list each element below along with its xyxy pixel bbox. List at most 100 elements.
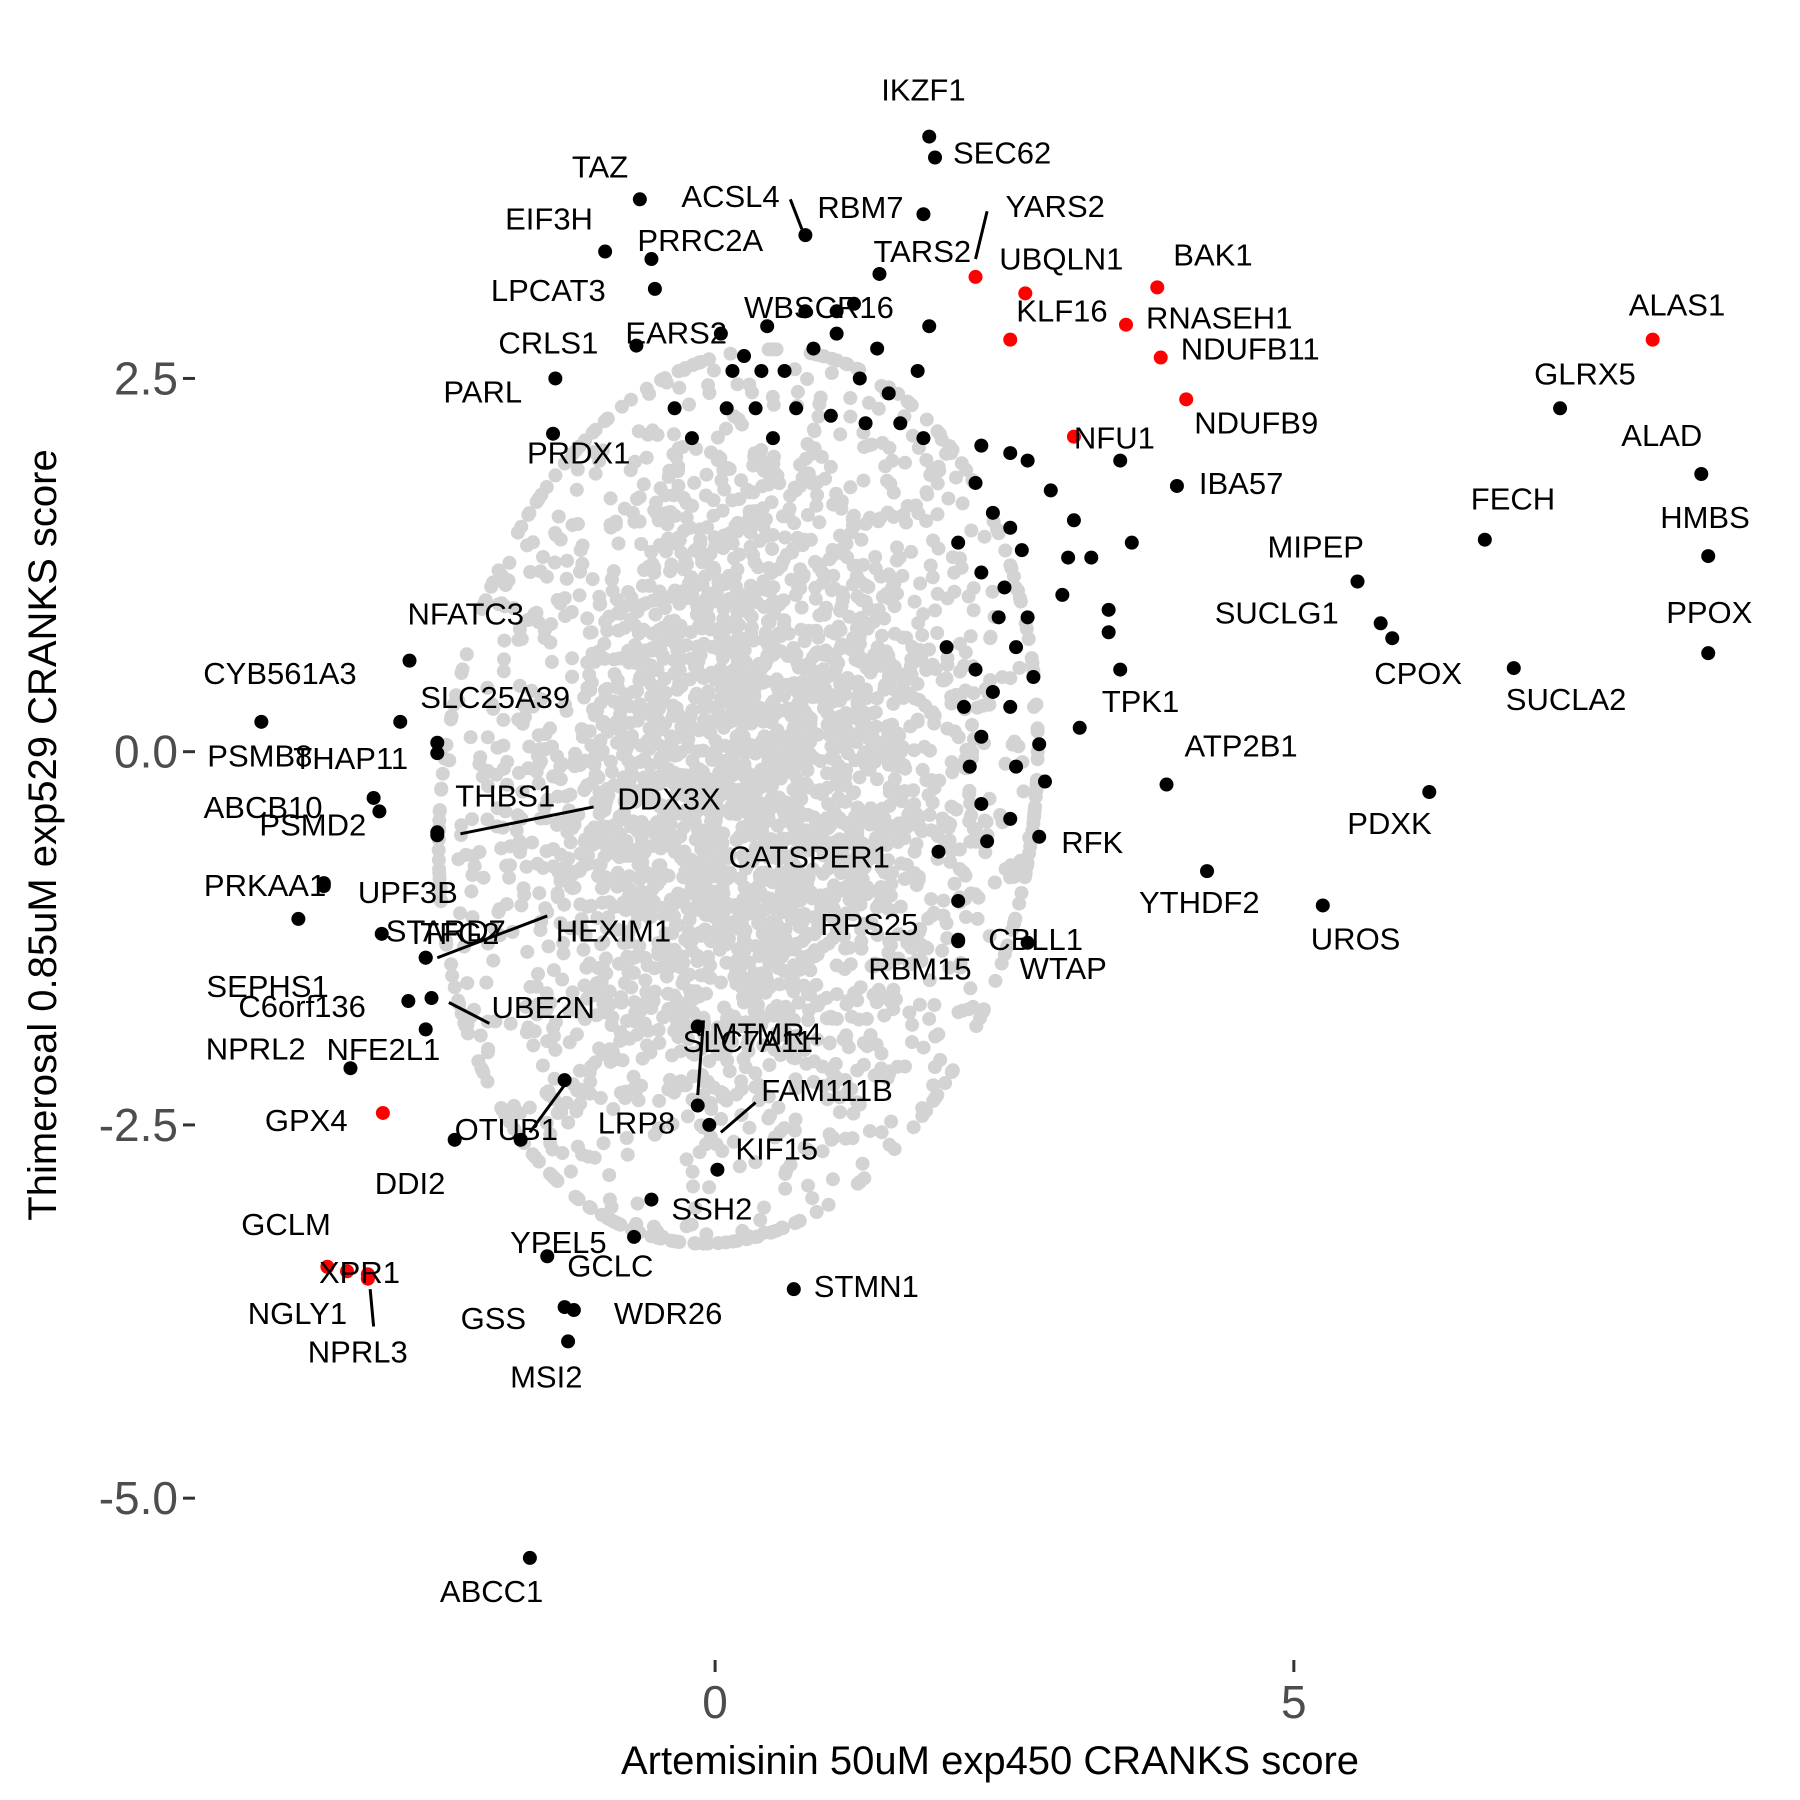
background-point [742, 955, 757, 970]
background-point [801, 780, 816, 795]
background-point [657, 672, 672, 686]
background-point [812, 515, 827, 530]
background-point [828, 842, 843, 857]
background-point [663, 1072, 677, 1087]
background-point [900, 499, 915, 513]
background-point [572, 439, 587, 454]
background-point [893, 899, 908, 914]
background-point [915, 1101, 930, 1116]
background-point [820, 717, 835, 732]
background-point [668, 508, 683, 523]
background-point [533, 923, 548, 938]
background-point [445, 968, 460, 983]
background-point [899, 857, 914, 872]
point-label: NPRL2 [206, 1031, 306, 1066]
point-label: SEPHS1 [206, 969, 328, 1004]
data-point [1506, 661, 1521, 676]
background-point [776, 688, 791, 703]
background-point [683, 903, 698, 918]
point-label: TPK1 [1102, 684, 1180, 719]
background-point [690, 954, 705, 969]
background-point [680, 1109, 695, 1124]
background-point [829, 486, 844, 501]
background-point [821, 1197, 836, 1212]
background-point [795, 718, 810, 733]
background-point [927, 998, 942, 1012]
background-point [772, 476, 787, 491]
background-point [802, 656, 816, 671]
background-point [753, 703, 768, 718]
background-point [476, 870, 491, 885]
background-point [880, 957, 895, 972]
background-point [729, 833, 744, 848]
background-point [694, 770, 709, 785]
point-label: YPEL5 [510, 1225, 607, 1260]
background-point [565, 651, 580, 666]
background-point [744, 594, 759, 609]
background-point [783, 488, 798, 503]
background-point [453, 906, 468, 921]
background-point [578, 928, 593, 943]
background-point [922, 973, 937, 988]
background-point [652, 1036, 667, 1050]
background-point [550, 890, 565, 905]
background-point [480, 1074, 495, 1089]
background-point [540, 1034, 555, 1049]
background-point [841, 854, 856, 869]
data-point [985, 684, 1000, 699]
background-point [1006, 569, 1021, 584]
background-point [826, 878, 841, 893]
background-point [736, 990, 750, 1005]
background-point [532, 886, 547, 901]
background-point [794, 600, 809, 615]
background-point [786, 958, 801, 973]
background-point [634, 1078, 649, 1093]
background-point [644, 839, 659, 854]
background-point [756, 519, 771, 534]
background-point [1012, 660, 1027, 675]
background-point [947, 876, 962, 891]
background-point [843, 707, 858, 722]
point-label: RBM7 [817, 190, 903, 225]
data-point [806, 341, 821, 356]
background-point [497, 633, 512, 648]
background-point [816, 866, 831, 881]
background-point [779, 729, 794, 744]
data-point [1043, 483, 1058, 498]
y-tick-label: -2.5 [99, 1099, 178, 1151]
background-point [550, 817, 564, 832]
data-point [962, 759, 977, 774]
background-point [700, 1236, 715, 1251]
background-point [899, 630, 914, 645]
background-point [715, 880, 730, 895]
data-point [974, 565, 989, 580]
background-point [616, 936, 631, 951]
background-point [580, 655, 595, 670]
background-point [786, 984, 801, 999]
background-point [761, 342, 776, 357]
background-point [685, 1164, 700, 1179]
background-point [723, 675, 738, 690]
data-point [360, 1271, 375, 1286]
data-point [667, 401, 682, 416]
background-point [494, 841, 509, 856]
background-point [602, 984, 617, 999]
data-point [561, 1334, 576, 1349]
background-point [606, 1102, 621, 1116]
background-point [825, 1172, 840, 1187]
background-point [637, 563, 652, 577]
background-point [584, 625, 599, 640]
background-point [839, 762, 854, 777]
background-point [797, 1140, 812, 1155]
background-point [555, 757, 570, 771]
data-point [852, 371, 867, 386]
background-point [627, 995, 642, 1010]
data-point [1020, 453, 1035, 468]
background-point [578, 1012, 592, 1026]
background-point [850, 800, 865, 815]
background-point [885, 865, 900, 880]
background-point [600, 681, 615, 696]
background-point [630, 683, 645, 698]
background-point [620, 1147, 635, 1162]
background-point [496, 712, 511, 727]
